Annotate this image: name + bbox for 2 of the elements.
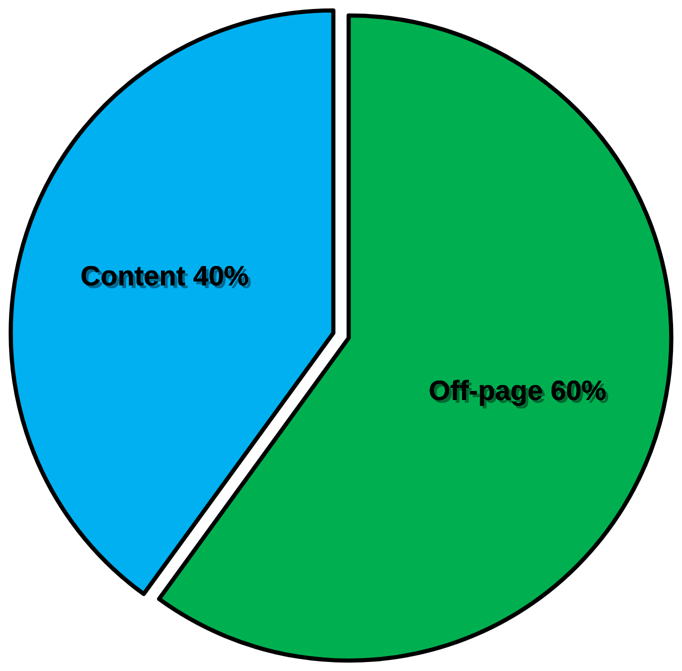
slice-label: Content 40%: [82, 266, 251, 288]
slice-label: Off-page 60%: [430, 380, 608, 409]
